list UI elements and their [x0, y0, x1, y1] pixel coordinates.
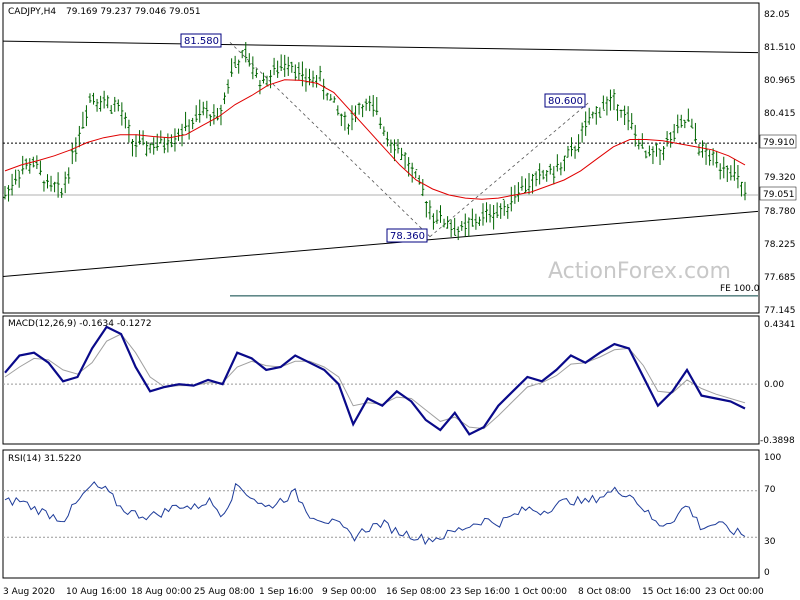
macd-title: MACD(12,26,9) -0.1634 -0.1272 — [8, 319, 152, 329]
rsi-tick-30: 30 — [764, 537, 776, 547]
x-label-7: 23 Sep 16:00 — [450, 587, 510, 597]
rsi-panel — [2, 449, 760, 579]
high-label: 81.580 — [180, 33, 222, 48]
x-label-2: 18 Aug 00:00 — [131, 587, 192, 597]
x-label-8: 1 Oct 00:00 — [514, 587, 567, 597]
rsi-title: RSI(14) 31.5220 — [8, 454, 81, 464]
svg-text:79.051: 79.051 — [763, 190, 795, 200]
macd-tick-bottom: -0.3898 — [760, 436, 795, 446]
svg-text:80.600: 80.600 — [548, 96, 583, 107]
macd-panel — [2, 315, 760, 445]
projection-down — [229, 42, 431, 237]
price-tick-1: 81.510 — [764, 43, 796, 53]
svg-text:78.360: 78.360 — [390, 231, 425, 242]
mid-high-label: 80.600 — [544, 93, 586, 108]
symbol-label: CADJPY,H4 — [8, 7, 56, 17]
price-panel — [2, 2, 760, 314]
rsi-tick-70: 70 — [764, 485, 776, 495]
watermark: ActionForex.com — [548, 259, 731, 284]
macd-signal-line — [4, 333, 746, 430]
x-label-10: 15 Oct 16:00 — [642, 587, 701, 597]
rsi-tick-100: 100 — [764, 453, 781, 463]
level-label-79910: 79.910 — [759, 134, 797, 149]
price-tick-6: 78.780 — [764, 207, 796, 217]
x-label-1: 10 Aug 16:00 — [66, 587, 127, 597]
rsi-line — [4, 481, 746, 546]
projection-up — [429, 101, 591, 237]
rsi-tick-0: 0 — [764, 568, 770, 578]
price-tick-3: 80.415 — [764, 109, 796, 119]
x-label-4: 1 Sep 16:00 — [259, 587, 314, 597]
price-tick-0: 82.05 — [764, 10, 790, 20]
price-tick-2: 80.965 — [764, 76, 796, 86]
macd-tick-zero: 0.00 — [764, 380, 784, 390]
ohlc-label: 79.169 79.237 79.046 79.051 — [66, 7, 201, 17]
upper-trendline — [2, 40, 759, 54]
svg-text:81.580: 81.580 — [184, 36, 219, 47]
x-label-5: 9 Sep 00:00 — [322, 587, 377, 597]
price-tick-7: 78.225 — [764, 240, 796, 250]
price-tick-5: 79.320 — [764, 173, 796, 183]
fe-label: FE 100.0 — [720, 284, 760, 294]
x-label-9: 8 Oct 08:00 — [578, 587, 631, 597]
lower-trendline — [2, 210, 759, 278]
chart-dynamic-layer — [2, 40, 759, 546]
price-tick-8: 77.685 — [764, 273, 796, 283]
macd-line — [4, 325, 746, 436]
x-label-6: 16 Sep 08:00 — [386, 587, 446, 597]
svg-text:79.910: 79.910 — [763, 138, 795, 148]
x-label-0: 3 Aug 2020 — [3, 587, 55, 597]
low-label: 78.360 — [386, 228, 428, 243]
x-label-3: 25 Aug 08:00 — [194, 587, 255, 597]
x-label-11: 23 Oct 00:00 — [705, 587, 764, 597]
level-label-current: 79.051 — [759, 186, 797, 201]
price-y-axis: 82.05 81.510 80.965 80.415 79.320 78.780… — [764, 10, 796, 316]
macd-tick-top: 0.4341 — [764, 320, 796, 330]
moving-average-line — [4, 79, 746, 200]
price-tick-9: 77.145 — [764, 306, 796, 316]
x-axis: 3 Aug 2020 10 Aug 16:00 18 Aug 00:00 25 … — [3, 587, 764, 597]
